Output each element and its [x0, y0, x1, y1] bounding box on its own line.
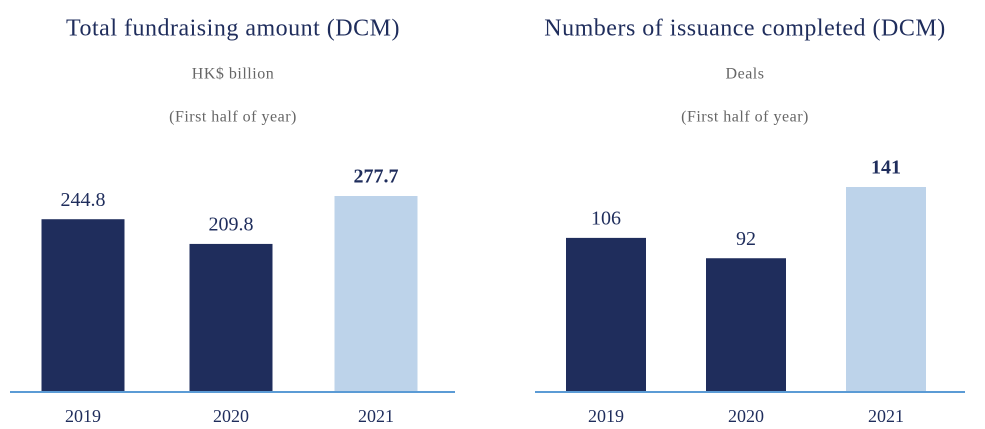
chart-title: Numbers of issuance completed (DCM): [544, 16, 945, 42]
bar: [41, 219, 125, 392]
x-tick-label: 2021: [358, 406, 394, 426]
value-label: 141: [871, 157, 901, 179]
chart-subtitle: (First half of year): [681, 109, 809, 126]
value-label: 244.8: [61, 189, 106, 211]
bar: [706, 258, 786, 392]
value-label: 209.8: [209, 214, 254, 236]
bar: [846, 187, 926, 392]
x-tick-label: 2020: [728, 406, 764, 426]
value-label: 92: [736, 228, 756, 250]
chart-title: Total fundraising amount (DCM): [66, 16, 400, 42]
chart-subtitle: (First half of year): [169, 109, 297, 126]
bar: [566, 237, 646, 392]
chart-subtitle: Deals: [726, 66, 765, 83]
bar: [334, 196, 418, 392]
chart-subtitle: HK$ billion: [192, 66, 274, 83]
x-tick-label: 2021: [868, 406, 904, 426]
x-tick-label: 2019: [65, 406, 101, 426]
value-label: 277.7: [354, 166, 399, 188]
x-tick-label: 2019: [588, 406, 624, 426]
x-tick-label: 2020: [213, 406, 249, 426]
value-label: 106: [591, 207, 621, 229]
bar: [189, 243, 273, 392]
